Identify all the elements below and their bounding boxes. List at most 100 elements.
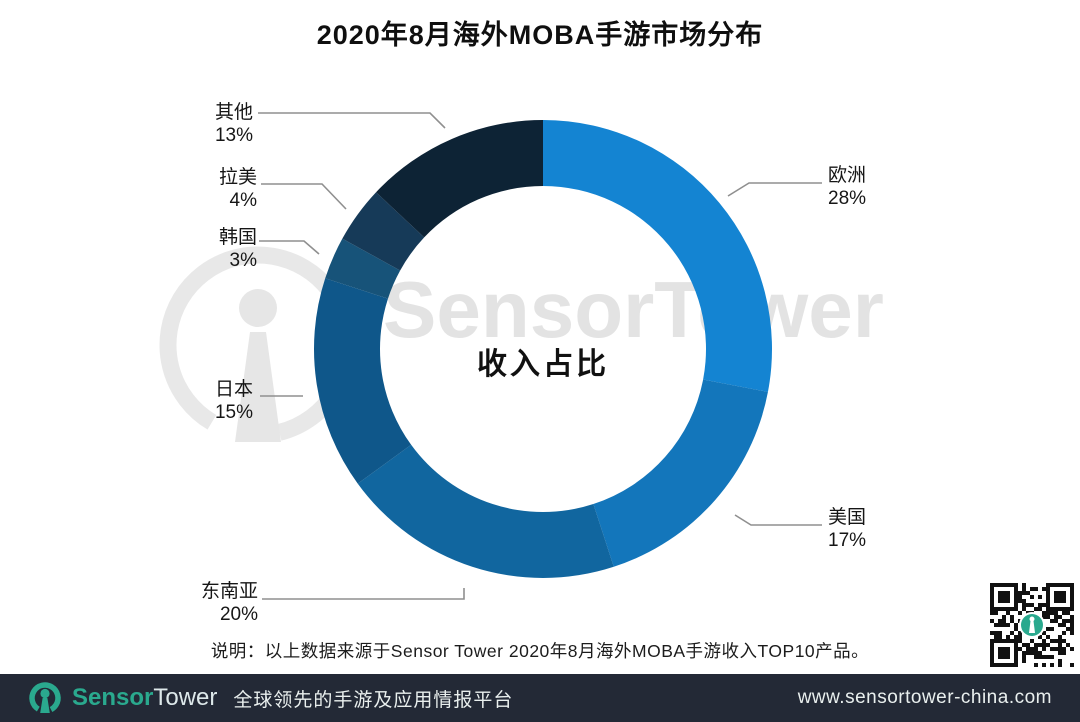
qr-module — [1062, 619, 1066, 623]
qr-module — [1014, 627, 1018, 631]
label-europe-name: 欧洲 — [828, 165, 867, 186]
qr-module — [1018, 591, 1022, 595]
qr-module — [1046, 611, 1050, 615]
qr-module — [1050, 655, 1054, 659]
qr-module — [1022, 655, 1026, 659]
qr-module — [1014, 623, 1018, 627]
qr-module — [1034, 587, 1038, 591]
qr-module — [1042, 647, 1046, 651]
qr-module — [1042, 655, 1046, 659]
label-sea-name: 东南亚 — [200, 581, 258, 602]
qr-module — [1054, 591, 1066, 603]
qr-module — [1034, 651, 1038, 655]
qr-module — [1010, 615, 1014, 619]
qr-module — [1054, 611, 1058, 615]
donut-segment-2 — [357, 444, 614, 579]
qr-module — [1050, 619, 1054, 623]
qr-module — [998, 591, 1010, 603]
qr-module — [1018, 639, 1022, 643]
qr-module — [1058, 651, 1062, 655]
label-southeast-asia: 东南亚 20% — [115, 580, 258, 626]
qr-module — [1062, 651, 1066, 655]
qr-module — [1058, 635, 1062, 639]
qr-module — [1018, 631, 1022, 635]
donut-segment-0 — [543, 120, 772, 392]
qr-module — [1034, 607, 1038, 611]
qr-module — [1050, 663, 1054, 667]
qr-module — [1038, 603, 1042, 607]
qr-module — [1050, 647, 1054, 651]
qr-module — [1030, 639, 1034, 643]
qr-module — [1070, 619, 1074, 623]
donut-segment-3 — [314, 278, 412, 484]
leader-lines — [258, 112, 822, 600]
label-other-pct: 13% — [214, 125, 253, 146]
leader-other — [258, 112, 446, 129]
label-japan-name: 日本 — [214, 379, 253, 400]
qr-module — [1006, 635, 1010, 639]
qr-module — [990, 631, 994, 635]
qr-module — [1022, 607, 1026, 611]
qr-module — [1046, 635, 1050, 639]
qr-module — [1022, 599, 1026, 603]
qr-module — [998, 647, 1010, 659]
qr-module — [1050, 611, 1054, 615]
qr-module — [1058, 647, 1062, 651]
qr-module — [1058, 639, 1062, 643]
label-other-name: 其他 — [214, 102, 253, 123]
qr-module — [1018, 647, 1022, 651]
qr-module — [1006, 623, 1010, 627]
footer-bar: SensorTower 全球领先的手游及应用情报平台 www.sensortow… — [0, 674, 1080, 722]
qr-module — [1050, 627, 1054, 631]
qr-module — [1026, 643, 1030, 647]
qr-module — [1022, 651, 1026, 655]
qr-module — [1018, 599, 1022, 603]
donut-segment-5 — [342, 192, 425, 271]
qr-module — [998, 619, 1002, 623]
qr-module — [1038, 595, 1042, 599]
donut-chart: SensorTower — [159, 112, 884, 600]
qr-module — [1030, 647, 1034, 651]
qr-module — [994, 623, 998, 627]
qr-module — [1042, 611, 1046, 615]
qr-module — [1002, 623, 1006, 627]
label-other: 其他 13% — [130, 101, 253, 147]
donut-segment-4 — [325, 238, 401, 299]
qr-module — [1042, 615, 1046, 619]
qr-module — [990, 619, 994, 623]
qr-module — [1070, 623, 1074, 627]
qr-module — [1030, 651, 1034, 655]
qr-module — [1066, 611, 1070, 615]
qr-module — [1018, 635, 1022, 639]
label-korea-pct: 3% — [229, 250, 257, 271]
donut-segment-6 — [376, 120, 543, 238]
qr-module — [1046, 627, 1050, 631]
label-usa-pct: 17% — [828, 530, 867, 551]
qr-module — [1022, 583, 1026, 587]
qr-module — [990, 611, 994, 615]
qr-module — [1054, 615, 1058, 619]
qr-module — [1070, 615, 1074, 619]
qr-module — [1042, 663, 1046, 667]
qr-module — [1058, 663, 1062, 667]
qr-module — [1046, 615, 1050, 619]
qr-module — [1034, 647, 1038, 651]
qr-module — [1062, 623, 1066, 627]
qr-module — [1034, 643, 1038, 647]
qr-module — [1066, 627, 1070, 631]
qr-module — [1042, 643, 1046, 647]
qr-module — [994, 631, 998, 635]
qr-module — [1018, 595, 1022, 599]
qr-module — [1022, 603, 1026, 607]
footer-url: www.sensortower-china.com — [797, 687, 1052, 708]
qr-module — [1022, 643, 1026, 647]
qr-code — [984, 577, 1080, 673]
label-sea-pct: 20% — [219, 604, 258, 625]
footer-brand-sensor: Sensor — [72, 684, 154, 711]
qr-module — [1070, 627, 1074, 631]
qr-module — [1066, 643, 1070, 647]
qr-module — [1010, 631, 1014, 635]
qr-module — [1026, 651, 1030, 655]
leader-usa — [734, 514, 822, 526]
